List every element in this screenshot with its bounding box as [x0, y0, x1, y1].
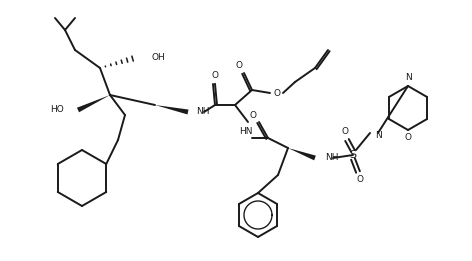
- Text: O: O: [250, 111, 256, 121]
- Text: O: O: [211, 72, 219, 80]
- Text: S: S: [349, 150, 356, 160]
- Polygon shape: [77, 95, 110, 112]
- Text: N: N: [405, 74, 412, 82]
- Text: O: O: [273, 88, 280, 98]
- Polygon shape: [155, 105, 188, 114]
- Text: NH: NH: [325, 153, 338, 163]
- Text: HN: HN: [239, 127, 253, 135]
- Text: N: N: [375, 130, 382, 139]
- Polygon shape: [288, 148, 316, 160]
- Text: O: O: [405, 133, 412, 143]
- Text: NH: NH: [196, 108, 210, 116]
- Text: O: O: [356, 175, 363, 185]
- Text: HO: HO: [50, 105, 64, 115]
- Text: O: O: [342, 128, 348, 137]
- Text: OH: OH: [152, 52, 166, 62]
- Text: O: O: [236, 62, 243, 70]
